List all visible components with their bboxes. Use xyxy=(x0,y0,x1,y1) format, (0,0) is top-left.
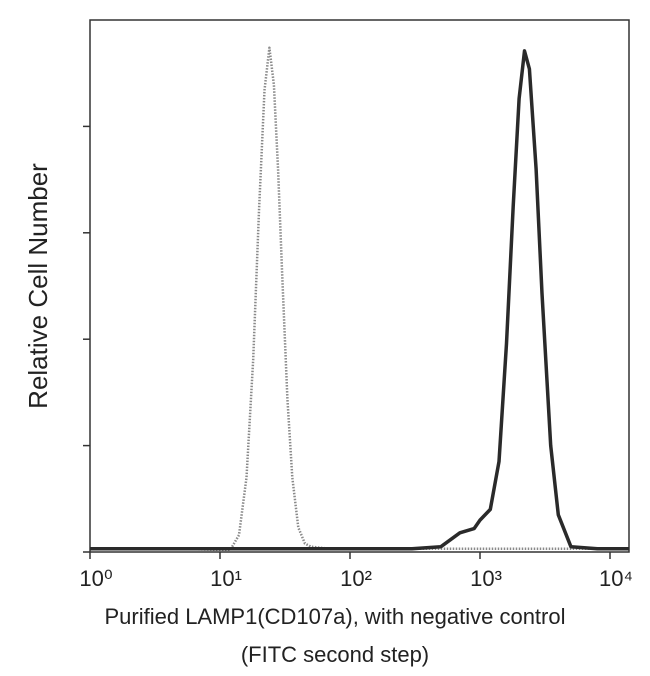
x-tick-label: 10¹ xyxy=(210,566,242,591)
x-axis-label: (FITC second step) xyxy=(241,642,429,667)
histogram-line xyxy=(90,46,629,552)
histogram-line xyxy=(90,49,629,551)
x-tick-label: 10⁴ xyxy=(599,566,633,591)
plot-frame xyxy=(89,19,630,553)
x-tick-label: 10³ xyxy=(470,566,502,591)
y-axis-label: Relative Cell Number xyxy=(23,163,53,409)
x-tick-label: 10⁰ xyxy=(79,566,112,591)
x-tick-label: 10² xyxy=(340,566,372,591)
x-axis-label: Purified LAMP1(CD107a), with negative co… xyxy=(104,604,565,629)
